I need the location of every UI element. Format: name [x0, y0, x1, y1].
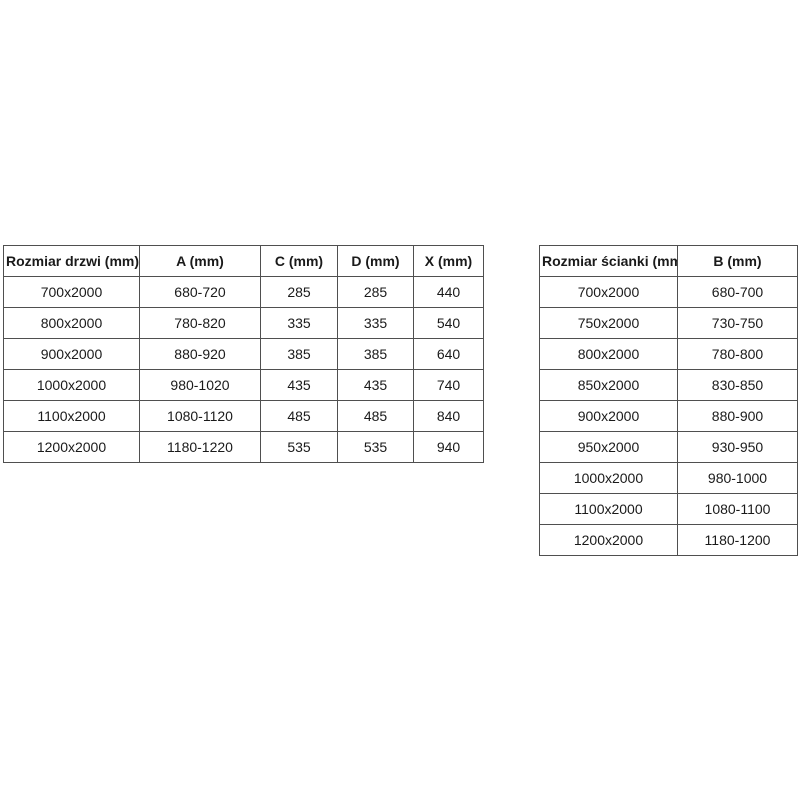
- table-cell: 780-800: [677, 338, 798, 370]
- table-cell: 850x2000: [539, 369, 678, 401]
- table-row: 1000x2000 980-1000: [539, 462, 798, 494]
- table-cell: 940: [413, 431, 484, 463]
- table-row: 800x2000 780-820 335 335 540: [3, 307, 484, 339]
- table-row: 950x2000 930-950: [539, 431, 798, 463]
- table-cell: 1080-1120: [139, 400, 261, 432]
- table-row: 900x2000 880-920 385 385 640: [3, 338, 484, 370]
- table-cell: 285: [260, 276, 338, 308]
- table-cell: 800x2000: [3, 307, 140, 339]
- table-cell: 880-920: [139, 338, 261, 370]
- table-cell: 750x2000: [539, 307, 678, 339]
- wall-dimensions-table: Rozmiar ścianki (mm) B (mm) 700x2000 680-7…: [539, 245, 798, 556]
- table-cell: 900x2000: [3, 338, 140, 370]
- column-header: B (mm): [677, 245, 798, 277]
- table-row: 700x2000 680-700: [539, 276, 798, 308]
- table-cell: 1080-1100: [677, 493, 798, 525]
- table-cell: 830-850: [677, 369, 798, 401]
- table-cell: 1180-1220: [139, 431, 261, 463]
- table-cell: 1100x2000: [539, 493, 678, 525]
- table-cell: 640: [413, 338, 484, 370]
- table-cell: 335: [337, 307, 414, 339]
- table-cell: 385: [337, 338, 414, 370]
- table-cell: 335: [260, 307, 338, 339]
- table-row: 850x2000 830-850: [539, 369, 798, 401]
- table-row: 1100x2000 1080-1100: [539, 493, 798, 525]
- table-row: 700x2000 680-720 285 285 440: [3, 276, 484, 308]
- header-row: Rozmiar ścianki (mm) B (mm): [539, 245, 798, 277]
- wall-table-body: 700x2000 680-700 750x2000 730-750 800x2000 78…: [539, 276, 798, 556]
- table-cell: 900x2000: [539, 400, 678, 432]
- table-cell: 1200x2000: [3, 431, 140, 463]
- table-cell: 880-900: [677, 400, 798, 432]
- table-cell: 1000x2000: [539, 462, 678, 494]
- table-cell: 1180-1200: [677, 524, 798, 556]
- table-cell: 980-1020: [139, 369, 261, 401]
- table-cell: 800x2000: [539, 338, 678, 370]
- table-cell: 700x2000: [539, 276, 678, 308]
- column-header: D (mm): [337, 245, 414, 277]
- header-row: Rozmiar drzwi (mm) A (mm) C (mm) D (mm) X (m…: [3, 245, 484, 277]
- table-cell: 1200x2000: [539, 524, 678, 556]
- table-cell: 435: [260, 369, 338, 401]
- table-cell: 980-1000: [677, 462, 798, 494]
- table-cell: 540: [413, 307, 484, 339]
- wall-table-header: Rozmiar ścianki (mm) B (mm): [539, 245, 798, 277]
- table-row: 1100x2000 1080-1120 485 485 840: [3, 400, 484, 432]
- table-cell: 840: [413, 400, 484, 432]
- door-table-header: Rozmiar drzwi (mm) A (mm) C (mm) D (mm) X (m…: [3, 245, 484, 277]
- door-dimensions-table: Rozmiar drzwi (mm) A (mm) C (mm) D (mm) X (m…: [3, 245, 484, 463]
- table-cell: 930-950: [677, 431, 798, 463]
- table-cell: 440: [413, 276, 484, 308]
- table-cell: 700x2000: [3, 276, 140, 308]
- table-cell: 485: [337, 400, 414, 432]
- table-cell: 740: [413, 369, 484, 401]
- table-row: 750x2000 730-750: [539, 307, 798, 339]
- table-cell: 535: [260, 431, 338, 463]
- table-cell: 385: [260, 338, 338, 370]
- column-header: Rozmiar ścianki (mm): [539, 245, 678, 277]
- table-cell: 1000x2000: [3, 369, 140, 401]
- table-cell: 1100x2000: [3, 400, 140, 432]
- table-row: 900x2000 880-900: [539, 400, 798, 432]
- column-header: A (mm): [139, 245, 261, 277]
- table-row: 1000x2000 980-1020 435 435 740: [3, 369, 484, 401]
- table-cell: 730-750: [677, 307, 798, 339]
- table-cell: 780-820: [139, 307, 261, 339]
- table-cell: 285: [337, 276, 414, 308]
- table-row: 800x2000 780-800: [539, 338, 798, 370]
- table-row: 1200x2000 1180-1200: [539, 524, 798, 556]
- table-cell: 680-700: [677, 276, 798, 308]
- table-cell: 950x2000: [539, 431, 678, 463]
- table-cell: 680-720: [139, 276, 261, 308]
- column-header: Rozmiar drzwi (mm): [3, 245, 140, 277]
- table-row: 1200x2000 1180-1220 535 535 940: [3, 431, 484, 463]
- door-table-body: 700x2000 680-720 285 285 440 800x2000 780-820 3…: [3, 276, 484, 463]
- table-cell: 535: [337, 431, 414, 463]
- table-cell: 485: [260, 400, 338, 432]
- table-cell: 435: [337, 369, 414, 401]
- column-header: X (mm): [413, 245, 484, 277]
- column-header: C (mm): [260, 245, 338, 277]
